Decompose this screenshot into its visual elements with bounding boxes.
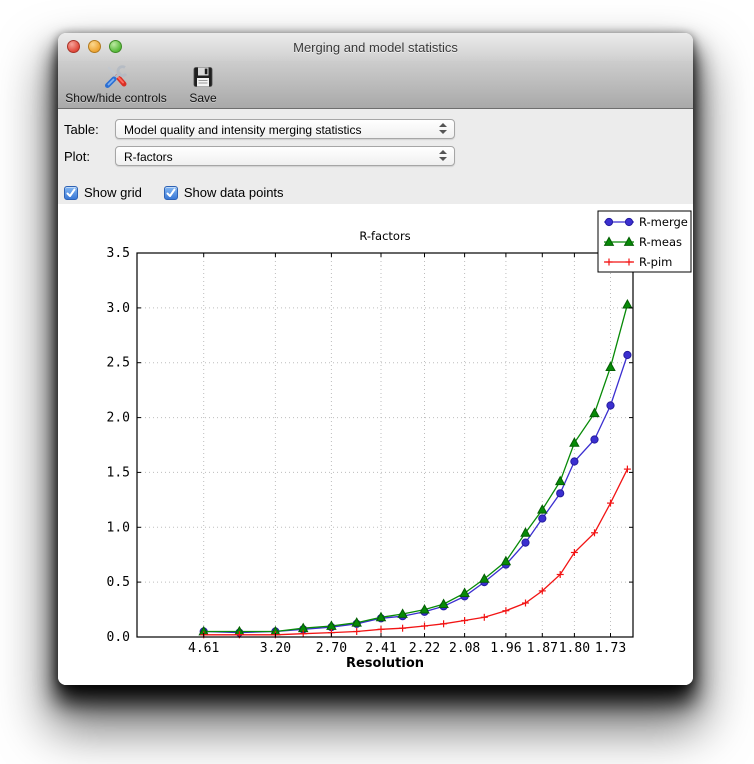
show-grid-checkbox[interactable] — [64, 185, 78, 200]
svg-text:2.0: 2.0 — [107, 411, 130, 426]
save-button[interactable]: Save — [180, 63, 226, 107]
toolbar: Show/hide controls Save — [58, 61, 693, 109]
svg-text:1.5: 1.5 — [107, 465, 130, 480]
svg-text:0.0: 0.0 — [107, 630, 130, 645]
minimize-button[interactable] — [88, 40, 101, 53]
app-window: Merging and model statistics Show/hide c… — [58, 33, 693, 685]
popup-arrows-icon — [439, 123, 447, 137]
svg-text:3.20: 3.20 — [260, 641, 291, 656]
svg-text:2.70: 2.70 — [316, 641, 347, 656]
table-dropdown-value: Model quality and intensity merging stat… — [124, 123, 362, 137]
svg-text:3.5: 3.5 — [107, 246, 130, 261]
window-title: Merging and model statistics — [293, 40, 458, 55]
svg-text:2.5: 2.5 — [107, 356, 130, 371]
show-grid-label: Show grid — [84, 185, 142, 200]
grid-lines — [137, 253, 633, 637]
series-r-pim — [200, 465, 631, 639]
svg-text:R-pim: R-pim — [639, 255, 672, 269]
show-hide-controls-button[interactable]: Show/hide controls — [62, 63, 170, 107]
title-bar[interactable]: Merging and model statistics — [58, 33, 693, 62]
zoom-button[interactable] — [109, 40, 122, 53]
popup-arrows-icon — [439, 150, 447, 164]
plot-dropdown[interactable]: R-factors — [115, 146, 455, 166]
tools-icon — [103, 63, 129, 90]
close-button[interactable] — [67, 40, 80, 53]
axis-ticks — [137, 252, 633, 638]
save-icon — [191, 63, 215, 90]
plot-canvas: 4.61 3.20 2.70 2.41 2.22 2.08 1.96 1.87 1.80 1.73… — [58, 204, 693, 685]
save-label: Save — [189, 91, 217, 105]
svg-text:2.41: 2.41 — [365, 641, 396, 656]
svg-text:0.5: 0.5 — [107, 575, 130, 590]
plot-dropdown-value: R-factors — [124, 150, 173, 164]
x-axis-label: Resolution — [346, 656, 424, 671]
plot-legend: R-merge R-meas R-pim — [597, 210, 692, 273]
plot-label: Plot: — [64, 149, 91, 164]
show-hide-controls-label: Show/hide controls — [65, 91, 167, 105]
series-r-merge — [199, 350, 632, 637]
r-factors-chart: 4.61 3.20 2.70 2.41 2.22 2.08 1.96 1.87 1.80 1.73… — [107, 210, 692, 671]
svg-text:R-meas: R-meas — [639, 235, 682, 249]
axes-frame — [136, 252, 634, 638]
show-data-points-label: Show data points — [183, 185, 284, 200]
axis-tick-labels: 4.61 3.20 2.70 2.41 2.22 2.08 1.96 1.87 1.80 1.73… — [107, 246, 627, 656]
chart-title: R-factors — [359, 229, 410, 243]
svg-text:1.80: 1.80 — [559, 641, 590, 656]
svg-text:2.08: 2.08 — [449, 641, 480, 656]
table-label: Table: — [64, 122, 99, 137]
svg-text:1.96: 1.96 — [490, 641, 521, 656]
svg-text:4.61: 4.61 — [188, 641, 219, 656]
control-panel: Table: Model quality and intensity mergi… — [58, 109, 693, 205]
svg-text:1.73: 1.73 — [595, 641, 626, 656]
show-data-points-checkbox[interactable] — [163, 185, 178, 200]
series-r-meas — [198, 298, 633, 636]
svg-text:2.22: 2.22 — [409, 641, 440, 656]
svg-text:1.87: 1.87 — [527, 641, 558, 656]
table-dropdown[interactable]: Model quality and intensity merging stat… — [115, 119, 455, 139]
checkbox-row: Show grid Show data points — [64, 185, 300, 200]
svg-text:R-merge: R-merge — [639, 215, 688, 229]
svg-text:1.0: 1.0 — [107, 520, 130, 535]
svg-text:3.0: 3.0 — [107, 301, 130, 316]
